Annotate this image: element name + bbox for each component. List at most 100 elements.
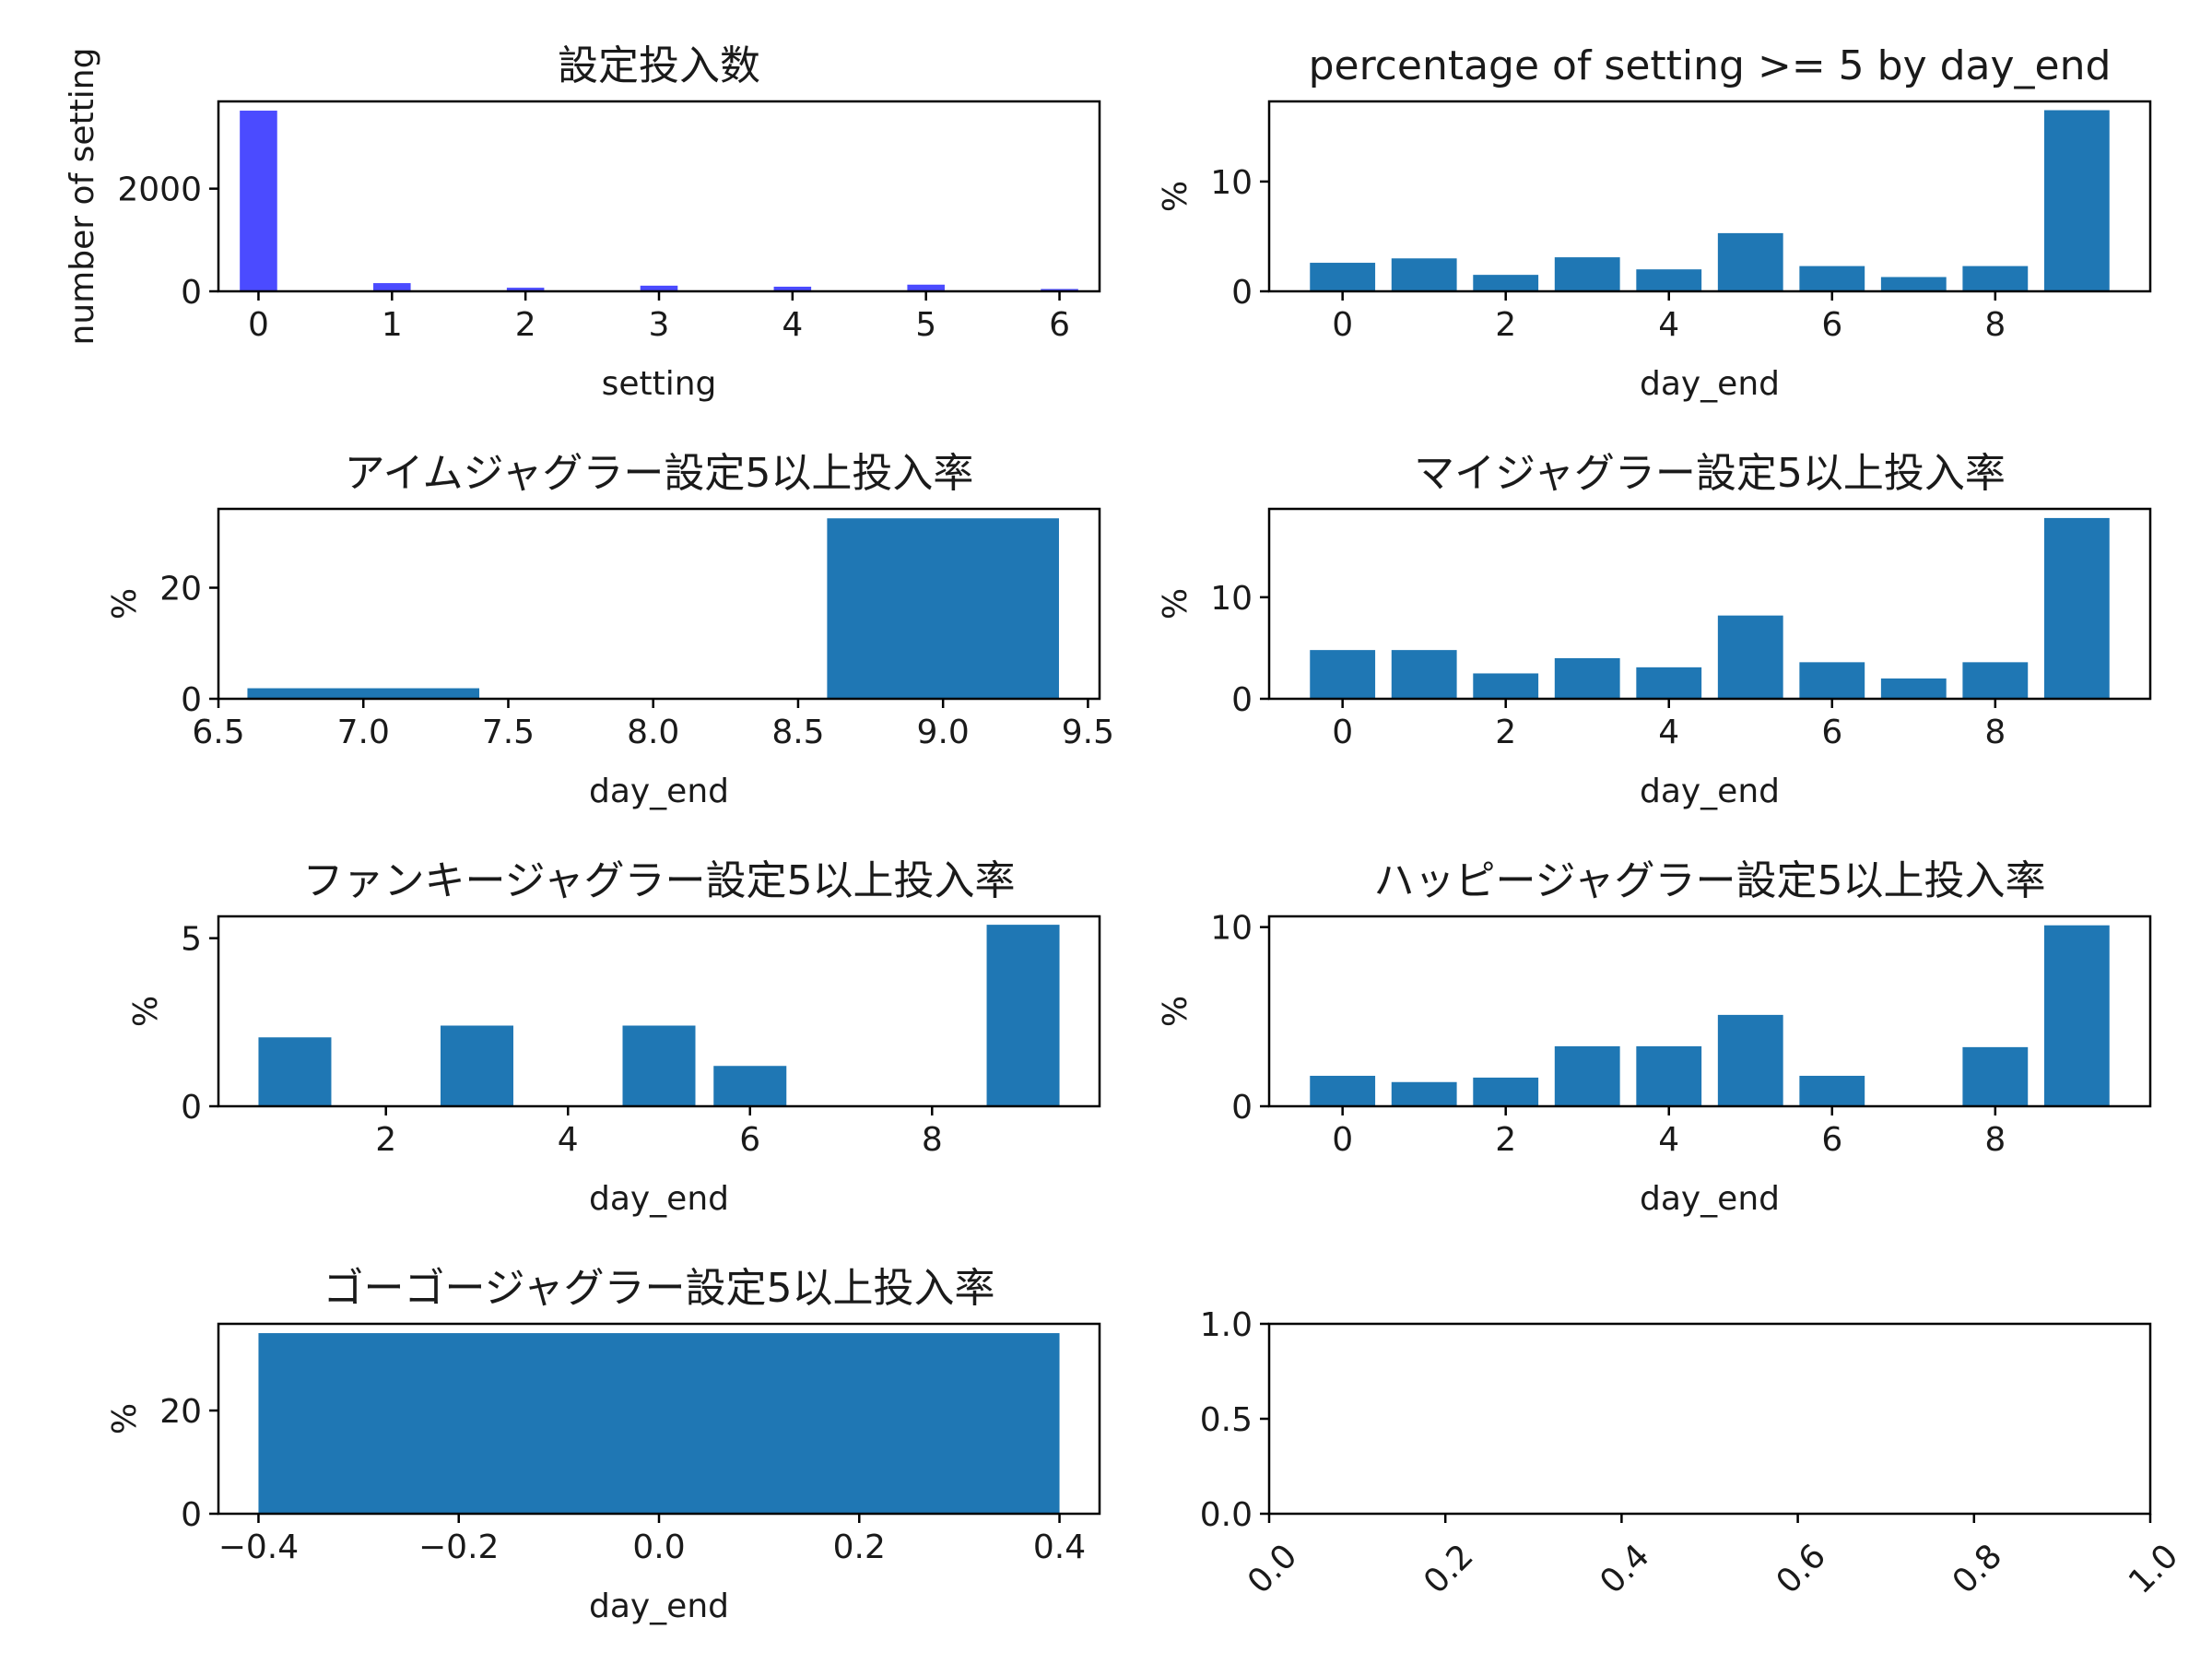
y-axis-label-p2: % bbox=[106, 588, 144, 620]
bar-p4-0 bbox=[258, 1037, 332, 1106]
x-tick-label-p0-1: 1 bbox=[382, 306, 403, 344]
x-tick-label-p3-3: 6 bbox=[1821, 714, 1842, 751]
bar-p5-5 bbox=[1717, 1014, 1783, 1106]
bar-p3-0 bbox=[1310, 650, 1376, 699]
bar-p5-3 bbox=[1554, 1045, 1620, 1106]
x-tick-label-p4-2: 6 bbox=[739, 1121, 760, 1159]
bar-p5-4 bbox=[1636, 1045, 1702, 1106]
chart-title-p2: アイムジャグラー設定5以上投入率 bbox=[345, 450, 974, 497]
bar-p4-4 bbox=[622, 1025, 696, 1106]
x-tick-label-p6-2: 0.0 bbox=[632, 1528, 685, 1566]
bar-p5-9 bbox=[2043, 925, 2110, 1106]
chart-title-p0: 設定投入数 bbox=[558, 42, 760, 89]
y-axis-label-p0: number of setting bbox=[64, 48, 101, 346]
y-tick-label-p2-1: 20 bbox=[159, 571, 202, 608]
y-tick-label-p7-2: 1.0 bbox=[1200, 1306, 1253, 1344]
bar-p1-6 bbox=[1799, 266, 1865, 291]
bar-p5-6 bbox=[1799, 1075, 1865, 1106]
x-axis-label-p0: setting bbox=[602, 365, 717, 403]
bar-p3-3 bbox=[1554, 657, 1620, 699]
x-tick-label-p2-6: 9.5 bbox=[1062, 714, 1114, 751]
bar-p1-5 bbox=[1717, 232, 1783, 291]
bar-p3-2 bbox=[1473, 673, 1539, 699]
bar-p4-5 bbox=[713, 1066, 787, 1106]
chart-title-p5: ハッピージャグラー設定5以上投入率 bbox=[1374, 857, 2046, 904]
chart-title-p4: ファンキージャグラー設定5以上投入率 bbox=[303, 857, 1016, 904]
x-axis-label-p4: day_end bbox=[589, 1180, 729, 1218]
x-axis-label-p1: day_end bbox=[1640, 365, 1780, 403]
x-tick-label-p3-0: 0 bbox=[1332, 714, 1353, 751]
x-tick-label-p2-4: 8.5 bbox=[771, 714, 824, 751]
y-tick-label-p5-0: 0 bbox=[1231, 1089, 1253, 1127]
y-tick-label-p5-1: 10 bbox=[1210, 910, 1253, 948]
x-tick-label-p5-2: 4 bbox=[1658, 1121, 1679, 1159]
x-tick-label-p4-0: 2 bbox=[375, 1121, 396, 1159]
bar-p1-8 bbox=[1962, 266, 2029, 291]
chart-title-p3: マイジャグラー設定5以上投入率 bbox=[1414, 450, 2006, 497]
bar-p0-2 bbox=[506, 288, 545, 291]
axes-frame-p2 bbox=[217, 507, 1101, 701]
bar-p1-4 bbox=[1636, 269, 1702, 291]
x-tick-label-p1-3: 6 bbox=[1821, 306, 1842, 344]
subplot-p5: 0 2 4 6 8 0 10 ハッピージャグラー設定5以上投入率 day_end% bbox=[1157, 857, 2152, 1218]
x-tick-label-p2-0: 6.5 bbox=[192, 714, 244, 751]
y-tick-label-p7-0: 0.0 bbox=[1200, 1496, 1253, 1534]
x-tick-label-p2-2: 7.5 bbox=[482, 714, 535, 751]
x-tick-label-p5-4: 8 bbox=[1984, 1121, 2006, 1159]
bar-p5-8 bbox=[1962, 1046, 2029, 1106]
bar-p2-0 bbox=[247, 688, 480, 699]
bar-p0-4 bbox=[773, 286, 812, 291]
axes-frame-p3 bbox=[1267, 507, 2152, 701]
bar-p3-7 bbox=[1880, 678, 1947, 699]
bar-p5-2 bbox=[1473, 1077, 1539, 1106]
y-tick-label-p6-1: 20 bbox=[159, 1393, 202, 1431]
y-axis-label-p5: % bbox=[1157, 996, 1194, 1027]
x-tick-label-p2-5: 9.0 bbox=[917, 714, 970, 751]
x-tick-label-p6-3: 0.2 bbox=[833, 1528, 886, 1566]
subplot-p2: 6.5 7.0 7.5 8.0 8.5 9.0 9.5 0 20 アイムジャグラー設定5以上投入率… bbox=[106, 450, 1114, 810]
x-tick-label-p5-3: 6 bbox=[1821, 1121, 1842, 1159]
y-tick-label-p6-0: 0 bbox=[181, 1496, 202, 1534]
bar-p2-1 bbox=[827, 518, 1059, 699]
x-tick-label-p6-4: 0.4 bbox=[1033, 1528, 1086, 1566]
x-tick-label-p3-4: 8 bbox=[1984, 714, 2006, 751]
x-tick-label-p6-0: −0.4 bbox=[218, 1528, 299, 1566]
chart-title-p1: percentage of setting >= 5 by day_end bbox=[1309, 42, 2112, 89]
x-tick-label-p4-3: 8 bbox=[922, 1121, 943, 1159]
x-tick-label-p1-0: 0 bbox=[1332, 306, 1353, 344]
y-tick-label-p3-0: 0 bbox=[1231, 681, 1253, 719]
y-tick-label-p3-1: 10 bbox=[1210, 580, 1253, 618]
x-tick-label-p1-2: 4 bbox=[1658, 306, 1679, 344]
bar-p1-7 bbox=[1880, 277, 1947, 291]
bar-p4-2 bbox=[440, 1025, 513, 1106]
axes-frame-p5 bbox=[1267, 915, 2152, 1108]
y-tick-label-p4-1: 5 bbox=[181, 921, 202, 959]
y-tick-label-p4-0: 0 bbox=[181, 1089, 202, 1127]
bar-p3-1 bbox=[1391, 650, 1457, 699]
y-axis-label-p6: % bbox=[106, 1403, 144, 1434]
x-tick-label-p0-2: 2 bbox=[515, 306, 536, 344]
bar-p5-1 bbox=[1391, 1081, 1457, 1106]
bar-p0-3 bbox=[640, 285, 678, 291]
x-axis-label-p3: day_end bbox=[1640, 773, 1780, 810]
bar-p0-0 bbox=[240, 111, 277, 291]
x-axis-label-p5: day_end bbox=[1640, 1180, 1780, 1218]
x-tick-label-p3-2: 4 bbox=[1658, 714, 1679, 751]
bar-p5-0 bbox=[1310, 1075, 1376, 1106]
subplot-p4: 2 4 6 8 0 5 ファンキージャグラー設定5以上投入率 day_end% bbox=[127, 857, 1101, 1218]
y-tick-label-p7-1: 0.5 bbox=[1200, 1401, 1253, 1439]
y-axis-label-p4: % bbox=[127, 996, 165, 1027]
bar-p1-1 bbox=[1391, 258, 1457, 291]
x-tick-label-p3-1: 2 bbox=[1495, 714, 1516, 751]
bar-p1-2 bbox=[1473, 275, 1539, 291]
subplot-p1: 0 2 4 6 8 0 10 percentage of setting >= 5 by da… bbox=[1157, 42, 2152, 403]
bar-p3-5 bbox=[1717, 615, 1783, 699]
x-tick-label-p0-4: 4 bbox=[782, 306, 803, 344]
bar-p3-6 bbox=[1799, 662, 1865, 699]
bar-p1-9 bbox=[2043, 110, 2110, 292]
bar-p1-0 bbox=[1310, 263, 1376, 291]
y-axis-label-p3: % bbox=[1157, 588, 1194, 620]
subplot-p6: −0.4 −0.2 0.0 0.2 0.4 0 20 ゴーゴージャグラー設定5以上投入率 day… bbox=[106, 1265, 1101, 1625]
bar-p3-9 bbox=[2043, 517, 2110, 699]
